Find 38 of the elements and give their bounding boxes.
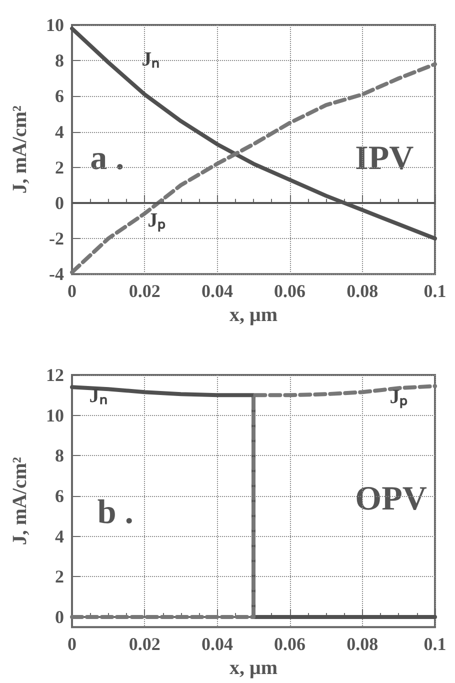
x-tick-label: 0.1 — [424, 281, 446, 302]
x-tick-label: 0.08 — [346, 634, 378, 654]
y-tick-label: 0 — [55, 192, 64, 213]
y-tick-label: 6 — [55, 86, 64, 106]
y-tick-label: -2 — [49, 228, 64, 249]
x-axis-title: x, μm — [230, 657, 278, 679]
series-label: Jₙ — [89, 385, 108, 408]
y-tick-label: 10 — [46, 405, 64, 426]
x-tick-label: 0.02 — [128, 281, 160, 302]
y-tick-label: 2 — [55, 566, 64, 587]
y-axis-title: J, mA/cm² — [9, 456, 31, 546]
y-tick-label: 0 — [55, 607, 64, 628]
annotation: b . — [97, 494, 134, 532]
y-tick-label: -4 — [49, 264, 64, 284]
x-tick-label: 0 — [68, 634, 76, 654]
x-tick-label: 0.06 — [274, 634, 306, 654]
y-axis-title: J, mA/cm² — [9, 105, 31, 194]
series-label: Jₚ — [148, 210, 166, 233]
x-tick-label: 0 — [68, 281, 76, 302]
y-tick-label: 12 — [46, 365, 64, 385]
x-tick-label: 0.02 — [128, 634, 160, 654]
y-tick-label: 8 — [55, 446, 64, 466]
annotation: IPV — [355, 140, 414, 178]
annotation: OPV — [355, 480, 428, 518]
y-tick-label: 8 — [55, 50, 64, 71]
series-label: Jₙ — [142, 48, 160, 70]
y-tick-label: 2 — [55, 157, 64, 178]
y-tick-label: 6 — [55, 486, 64, 506]
x-tick-label: 0.08 — [346, 281, 378, 302]
y-tick-label: 4 — [55, 526, 64, 546]
y-tick-label: 10 — [46, 15, 64, 35]
x-tick-label: 0.04 — [201, 634, 233, 654]
y-tick-label: 4 — [55, 122, 64, 142]
x-tick-label: 0.04 — [201, 281, 233, 302]
series-label: Jₚ — [390, 386, 408, 410]
x-tick-label: 0.06 — [274, 281, 306, 302]
x-axis-title: x, μm — [230, 304, 278, 326]
x-tick-label: 0.1 — [424, 634, 446, 654]
